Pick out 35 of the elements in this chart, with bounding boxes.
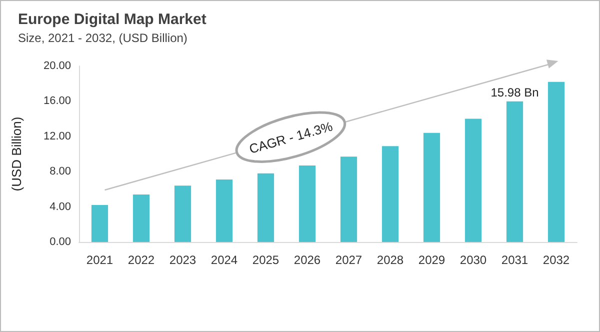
x-tick-label: 2028 — [376, 253, 404, 267]
x-tick-label: 2023 — [169, 253, 196, 267]
x-tick-label: 2025 — [252, 253, 280, 267]
bar — [132, 194, 150, 242]
bar — [423, 132, 440, 242]
annotation: 15.98 Bn — [490, 85, 539, 100]
y-axis-title: (USD Billion) — [9, 116, 24, 192]
bar — [91, 205, 108, 242]
bar — [298, 165, 316, 242]
x-tick-label: 2027 — [335, 253, 362, 267]
x-tick-label: 2021 — [86, 253, 114, 267]
bar — [174, 186, 192, 242]
y-tick-label: 0.00 — [50, 236, 71, 248]
y-tick-label: 8.00 — [50, 166, 71, 178]
y-tick-label: 4.00 — [50, 200, 71, 213]
bar — [548, 82, 565, 242]
x-tick-label: 2022 — [128, 253, 155, 267]
chart-subtitle: Size, 2021 - 2032, (USD Billion) — [18, 31, 188, 45]
x-tick-label: 2032 — [542, 253, 570, 267]
bar — [340, 156, 358, 242]
y-tick-label: 20.00 — [43, 60, 71, 72]
y-tick-label: 16.00 — [43, 95, 71, 108]
x-tick-label: 2030 — [460, 253, 487, 267]
x-tick-label: 2024 — [210, 253, 238, 267]
bar — [257, 173, 274, 242]
annotation: CAGR - 14.3% — [247, 118, 335, 157]
x-tick-label: 2031 — [501, 253, 528, 267]
x-tick-label: 2029 — [418, 253, 446, 267]
bar — [382, 146, 399, 242]
bar — [216, 180, 233, 242]
bar — [464, 118, 482, 242]
bar — [506, 101, 524, 242]
y-tick-label: 12.00 — [43, 130, 71, 142]
x-tick-label: 2026 — [294, 253, 321, 267]
chart-title: Europe Digital Map Market — [18, 11, 206, 28]
